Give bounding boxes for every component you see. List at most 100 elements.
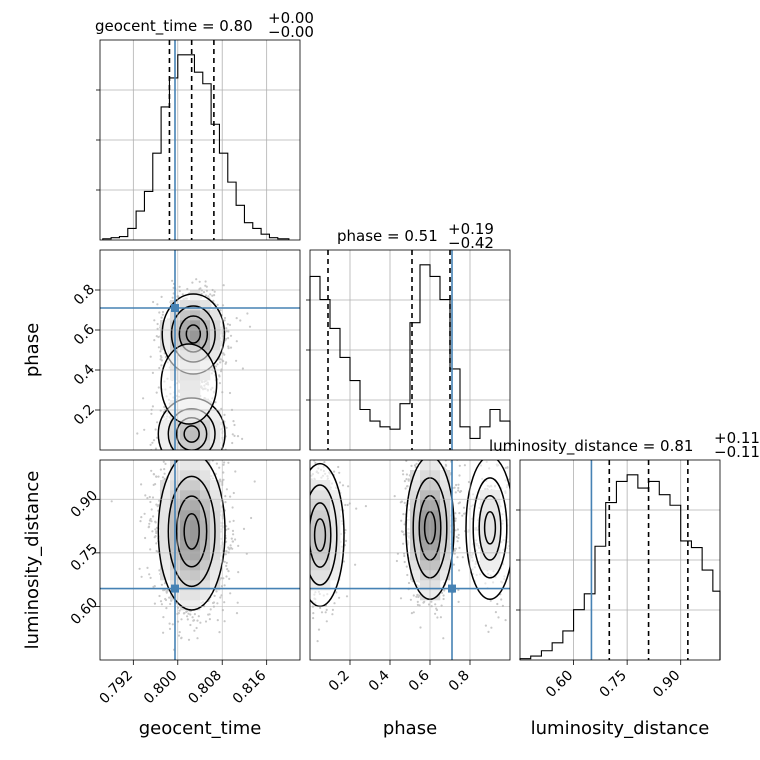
scatter-point <box>163 468 166 471</box>
scatter-point <box>162 460 165 463</box>
scatter-point <box>159 455 161 457</box>
scatter-point <box>231 506 234 509</box>
scatter-point <box>192 619 195 622</box>
scatter-point <box>204 620 208 623</box>
scatter-point <box>202 291 206 294</box>
scatter-point <box>212 601 215 605</box>
scatter-point <box>189 452 191 454</box>
scatter-point <box>194 457 196 459</box>
scatter-point <box>213 290 216 293</box>
scatter-point <box>198 456 200 458</box>
scatter-point <box>155 503 158 506</box>
scatter-point <box>194 455 196 457</box>
scatter-point <box>228 323 232 326</box>
scatter-point <box>223 455 225 457</box>
scatter-point <box>152 300 155 304</box>
scatter-point <box>216 303 219 306</box>
scatter-point <box>204 454 206 456</box>
scatter-point <box>207 295 210 298</box>
scatter-point <box>236 601 239 604</box>
scatter-point <box>199 455 201 457</box>
scatter-point <box>153 319 156 322</box>
scatter-point <box>202 456 204 458</box>
scatter-point <box>188 452 190 454</box>
scatter-point <box>208 618 211 621</box>
scatter-point <box>405 460 408 462</box>
scatter-point <box>218 382 221 385</box>
scatter-point <box>195 278 198 281</box>
scatter-point <box>457 489 460 492</box>
scatter-point <box>200 454 202 456</box>
scatter-point <box>307 502 309 504</box>
scatter-point <box>155 335 158 338</box>
scatter-point <box>140 483 143 486</box>
scatter-point <box>202 454 204 456</box>
title-luminosity-distance: luminosity_distance = 0.81 <box>489 437 693 456</box>
scatter-point <box>165 590 168 593</box>
scatter-point <box>161 313 164 316</box>
scatter-point <box>225 561 228 565</box>
scatter-point <box>162 616 165 619</box>
scatter-point <box>226 454 228 456</box>
title-luminosity-distance-minus: −0.11 <box>714 443 760 461</box>
scatter-point <box>453 549 456 552</box>
scatter-point <box>229 495 232 498</box>
scatter-point <box>168 452 170 454</box>
scatter-point <box>214 365 217 368</box>
scatter-point <box>222 478 225 481</box>
scatter-point <box>224 362 227 365</box>
scatter-point <box>148 495 151 499</box>
scatter-point <box>454 512 457 515</box>
contour-0-3 <box>183 513 200 550</box>
scatter-point <box>463 464 466 467</box>
scatter-point <box>190 458 192 460</box>
scatter-point <box>417 595 420 599</box>
scatter-point <box>317 628 321 631</box>
hist-panel-geocent_time <box>96 39 301 241</box>
scatter-point <box>193 629 196 632</box>
scatter-point <box>223 584 226 587</box>
scatter-point <box>241 367 244 370</box>
scatter-point <box>253 480 256 483</box>
scatter-point <box>164 462 167 465</box>
panel-2d-geocent_time-phase <box>100 250 300 460</box>
scatter-point <box>402 542 405 545</box>
scatter-point <box>182 612 185 615</box>
scatter-point <box>146 497 149 500</box>
scatter-point <box>218 466 221 469</box>
scatter-point <box>152 515 155 518</box>
scatter-point <box>160 359 163 362</box>
scatter-point <box>162 589 165 592</box>
scatter-point <box>228 520 231 523</box>
scatter-point <box>213 594 216 598</box>
scatter-point <box>302 532 304 534</box>
scatter-point <box>192 452 194 454</box>
scatter-point <box>185 451 187 453</box>
scatter-point <box>225 488 228 491</box>
scatter-point <box>305 558 307 560</box>
scatter-point <box>207 453 209 455</box>
scatter-point <box>216 363 219 366</box>
scatter-point <box>163 472 166 475</box>
scatter-point <box>219 596 222 599</box>
scatter-point <box>170 457 172 459</box>
scatter-point <box>172 452 174 454</box>
scatter-point <box>149 500 152 504</box>
scatter-point <box>403 560 406 564</box>
scatter-point <box>227 461 230 464</box>
scatter-point <box>325 608 328 612</box>
scatter-point <box>157 335 160 339</box>
scatter-point <box>210 453 212 455</box>
contour-1-3 <box>183 425 200 443</box>
scatter-point <box>220 370 223 373</box>
scatter-point <box>241 437 244 440</box>
scatter-point <box>191 453 193 455</box>
scatter-point <box>207 454 209 456</box>
scatter-point <box>461 556 464 559</box>
scatter-point <box>511 544 513 546</box>
scatter-point <box>305 507 307 509</box>
contour-2-0 <box>160 343 218 425</box>
scatter-point <box>232 533 235 536</box>
scatter-point <box>157 475 160 478</box>
scatter-point <box>166 454 168 456</box>
